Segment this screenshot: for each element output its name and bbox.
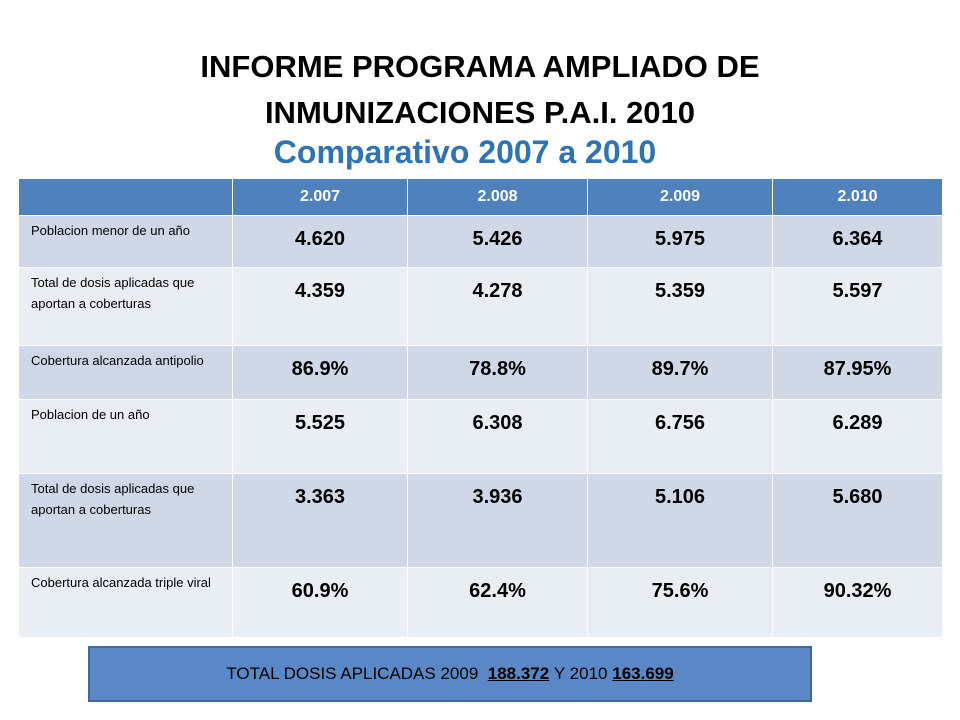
page-subtitle: Comparativo 2007 a 2010 <box>273 134 657 170</box>
vaccination-table: 2.007 2.008 2.009 2.010 Poblacion menor … <box>18 178 943 638</box>
row-label: Cobertura alcanzada triple viral <box>18 567 233 638</box>
table-cell: 86.9% <box>232 345 408 400</box>
table-cell: 3.936 <box>407 473 588 568</box>
table-cell: 4.278 <box>407 267 588 346</box>
table-cell: 89.7% <box>587 345 773 400</box>
table-cell: 90.32% <box>772 567 943 638</box>
title-line-1: INFORME PROGRAMA AMPLIADO DE <box>200 49 760 84</box>
total-middle: Y 2010 <box>553 664 608 683</box>
total-prefix: TOTAL DOSIS APLICADAS 2009 <box>226 664 479 683</box>
header-year-2009: 2.009 <box>587 178 773 216</box>
table-cell: 6.308 <box>407 399 588 474</box>
table-cell: 87.95% <box>772 345 943 400</box>
table-cell: 6.289 <box>772 399 943 474</box>
table-cell: 5.680 <box>772 473 943 568</box>
table-row: Cobertura alcanzada antipolio 86.9% 78.8… <box>18 345 943 400</box>
table-cell: 5.106 <box>587 473 773 568</box>
header-year-2007: 2.007 <box>232 178 408 216</box>
table-row: Poblacion de un año 5.525 6.308 6.756 6.… <box>18 399 943 474</box>
table-row: Total de dosis aplicadas que aportan a c… <box>18 473 943 568</box>
row-label: Poblacion de un año <box>18 399 233 474</box>
header-year-2008: 2.008 <box>407 178 588 216</box>
row-label: Cobertura alcanzada antipolio <box>18 345 233 400</box>
table-cell: 5.597 <box>772 267 943 346</box>
table-row: Poblacion menor de un año 4.620 5.426 5.… <box>18 215 943 268</box>
table-cell: 5.359 <box>587 267 773 346</box>
table-row: Cobertura alcanzada triple viral 60.9% 6… <box>18 567 943 638</box>
title-line-2: INMUNIZACIONES P.A.I. 2010 <box>264 95 696 130</box>
table-cell: 78.8% <box>407 345 588 400</box>
table-header-row: 2.007 2.008 2.009 2.010 <box>18 178 943 216</box>
table-cell: 3.363 <box>232 473 408 568</box>
table-cell: 4.620 <box>232 215 408 268</box>
total-2010-value: 163.699 <box>612 664 674 683</box>
table-cell: 5.975 <box>587 215 773 268</box>
table-cell: 75.6% <box>587 567 773 638</box>
total-doses-box: TOTAL DOSIS APLICADAS 2009 188.372 Y 201… <box>88 646 812 702</box>
row-label: Total de dosis aplicadas que aportan a c… <box>18 267 233 346</box>
table-cell: 4.359 <box>232 267 408 346</box>
table-cell: 5.525 <box>232 399 408 474</box>
table-cell: 6.364 <box>772 215 943 268</box>
page-title: INFORME PROGRAMA AMPLIADO DE INMUNIZACIO… <box>0 44 960 136</box>
table-row: Total de dosis aplicadas que aportan a c… <box>18 267 943 346</box>
row-label: Poblacion menor de un año <box>18 215 233 268</box>
table-cell: 60.9% <box>232 567 408 638</box>
table-cell: 62.4% <box>407 567 588 638</box>
total-2009-value: 188.372 <box>487 664 550 683</box>
table-cell: 5.426 <box>407 215 588 268</box>
table-cell: 6.756 <box>587 399 773 474</box>
header-empty <box>18 178 233 216</box>
row-label: Total de dosis aplicadas que aportan a c… <box>18 473 233 568</box>
header-year-2010: 2.010 <box>772 178 943 216</box>
